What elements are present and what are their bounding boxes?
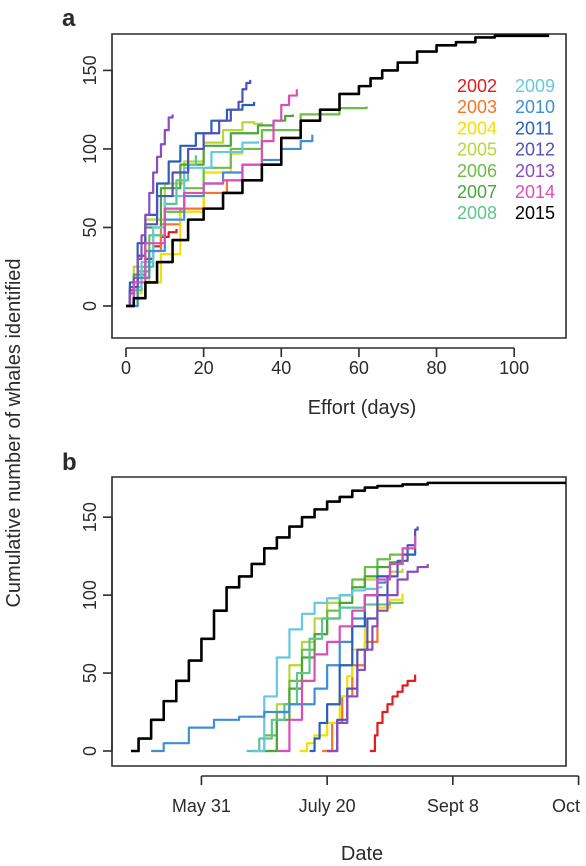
panel-a-series — [126, 34, 550, 308]
legend-entry-2011: 2011 — [515, 118, 554, 138]
panel-a-x-axis-label: Effort (days) — [308, 397, 417, 419]
x-tick-label: May 31 — [172, 796, 231, 816]
panel-a-label: a — [62, 5, 76, 32]
legend-entry-2012: 2012 — [515, 140, 555, 160]
panel-b-x-axis-label: Date — [341, 843, 383, 865]
shared-y-axis-label: Cumulative number of whales identified — [3, 258, 25, 607]
panel-b-series — [131, 481, 566, 753]
legend-entry-2015: 2015 — [515, 203, 555, 223]
series-line-2014 — [126, 89, 298, 308]
x-tick-label: 100 — [499, 358, 529, 378]
plot-frame — [111, 33, 567, 339]
series-line-2013 — [327, 563, 429, 753]
legend-entry-2005: 2005 — [457, 140, 497, 160]
y-tick-label: 0 — [80, 301, 100, 311]
panel-b: b 0 50 100 150 May 31 July 20 Sept 8 Oct 28 Dat… — [62, 449, 586, 865]
legend-entry-2013: 2013 — [515, 161, 555, 181]
x-tick-label: 60 — [349, 358, 369, 378]
legend-entry-2004: 2004 — [457, 118, 497, 138]
legend-entry-2002: 2002 — [457, 76, 497, 96]
series-line-2013 — [126, 114, 174, 308]
x-tick-label: 80 — [427, 358, 447, 378]
y-tick-label: 50 — [80, 663, 100, 683]
series-line-2003 — [322, 618, 379, 753]
series-line-2015 — [131, 481, 566, 753]
series-line-2015 — [126, 34, 550, 308]
legend-entry-2003: 2003 — [457, 97, 497, 117]
y-tick-label: 150 — [80, 502, 100, 532]
y-tick-label: 100 — [80, 580, 100, 610]
panel-a: a 0 50 100 150 0 20 40 60 80 100 2002200320042005… — [62, 5, 567, 419]
x-tick-label: 0 — [121, 358, 131, 378]
x-tick-label: Sept 8 — [427, 796, 479, 816]
x-tick-label: Oct 28 — [552, 796, 586, 816]
y-tick-label: 150 — [80, 55, 100, 85]
series-line-2008 — [246, 601, 404, 753]
panel-a-axes: 0 50 100 150 0 20 40 60 80 100 — [80, 33, 567, 378]
series-line-2006 — [126, 106, 368, 308]
x-tick-label: 20 — [194, 358, 214, 378]
y-tick-label: 0 — [80, 746, 100, 756]
y-tick-label: 100 — [80, 134, 100, 164]
y-tick-label: 50 — [80, 217, 100, 237]
series-line-2014 — [276, 535, 417, 753]
panel-b-label: b — [62, 449, 77, 476]
legend-entry-2008: 2008 — [457, 203, 497, 223]
panel-b-axes: 0 50 100 150 May 31 July 20 Sept 8 Oct 28 — [80, 476, 586, 816]
legend-entry-2009: 2009 — [515, 76, 555, 96]
legend-entry-2010: 2010 — [515, 97, 555, 117]
series-line-2009 — [251, 586, 383, 753]
legend-entry-2014: 2014 — [515, 182, 555, 202]
series-line-2012 — [126, 79, 252, 308]
legend-entry-2006: 2006 — [457, 161, 497, 181]
plot-frame — [111, 476, 567, 767]
legend-entry-2007: 2007 — [457, 182, 497, 202]
series-line-2002 — [369, 674, 417, 753]
x-tick-label: July 20 — [299, 796, 356, 816]
x-tick-label: 40 — [271, 358, 291, 378]
